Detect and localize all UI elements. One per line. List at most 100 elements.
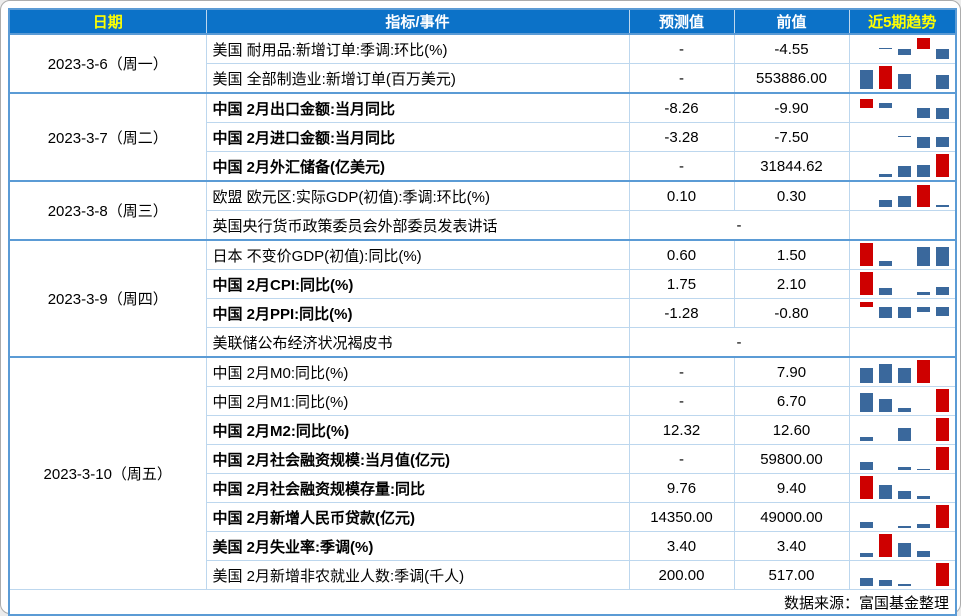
trend-bar: [878, 199, 892, 208]
trend-bar: [859, 301, 873, 308]
table-row: 美国 全部制造业:新增订单(百万美元) -553886.00: [9, 63, 957, 94]
table-row: 中国 2月进口金额:当月同比 -3.28 -7.50: [9, 122, 957, 152]
trend-bar: [936, 204, 950, 208]
trend-bar: [878, 580, 892, 587]
trend-cell: [848, 298, 957, 328]
previous-cell: 31844.62: [733, 151, 850, 182]
table-row: 美国 2月失业率:季调(%) 3.40 3.40: [9, 531, 957, 561]
trend-sparkline: [852, 533, 954, 559]
trend-cell: [848, 531, 957, 561]
trend-bar: [859, 553, 873, 558]
merged-value-cell: -: [628, 210, 850, 241]
trend-cell: [848, 33, 957, 64]
date-cell: 2023-3-7（周二）: [8, 92, 207, 182]
trend-bar: [917, 550, 931, 558]
trend-bar: [936, 417, 950, 442]
table-row: 2023-3-6（周一） 美国 耐用品:新增订单:季调:环比(%) - -4.55: [8, 33, 957, 94]
trend-bar: [917, 137, 931, 148]
previous-cell: 517.00: [733, 560, 850, 590]
forecast-cell: 1.75: [628, 269, 735, 299]
forecast-cell: 12.32: [628, 415, 735, 445]
trend-bar: [859, 475, 873, 500]
previous-cell: 49000.00: [733, 502, 850, 532]
trend-bar: [936, 504, 950, 529]
forecast-cell: -3.28: [628, 122, 735, 152]
trend-cell: [848, 473, 957, 503]
trend-sparkline: [852, 153, 954, 179]
table-row: 2023-3-9（周四） 日本 不变价GDP(初值):同比(%) 0.60 1.50: [8, 239, 957, 358]
trend-bar: [898, 166, 911, 178]
trend-sparkline: [852, 475, 954, 501]
indicator-cell: 中国 2月M0:同比(%): [205, 356, 630, 387]
trend-cell: [848, 92, 957, 123]
header-cell-forecast: 预测值: [628, 8, 735, 35]
date-cell: 2023-3-8（周三）: [8, 180, 207, 241]
trend-sparkline: [852, 95, 954, 121]
trend-bar: [859, 436, 873, 442]
trend-sparkline: [852, 36, 954, 62]
date-cell: 2023-3-10（周五）: [8, 356, 207, 590]
trend-sparkline: [852, 300, 954, 326]
table-row: 中国 2月社会融资规模:当月值(亿元) -59800.00: [9, 444, 957, 474]
trend-cell: [848, 415, 957, 445]
indicator-cell: 中国 2月外汇储备(亿美元): [205, 151, 630, 182]
trend-bar: [898, 135, 911, 137]
trend-bar: [859, 98, 873, 108]
footer-row: 数据来源：富国基金整理: [8, 589, 957, 616]
trend-bar: [917, 292, 931, 296]
trend-cell: [848, 151, 957, 182]
trend-cell: [848, 560, 957, 590]
trend-bar: [917, 359, 931, 384]
trend-bar: [936, 137, 950, 148]
header-cell-trend: 近5期趋势: [848, 8, 957, 35]
trend-bar: [917, 496, 931, 500]
trend-bar: [898, 491, 911, 500]
trend-bar: [878, 533, 892, 558]
trend-sparkline: [852, 271, 954, 297]
trend-cell: [848, 210, 957, 241]
trend-bar: [898, 196, 911, 208]
indicator-cell: 美国 2月失业率:季调(%): [205, 531, 630, 561]
trend-bar: [898, 367, 911, 384]
trend-cell: [848, 327, 957, 358]
trend-bar: [936, 307, 950, 316]
trend-bar: [859, 271, 873, 296]
trend-bar: [878, 174, 892, 178]
indicator-cell: 中国 2月社会融资规模:当月值(亿元): [205, 444, 630, 474]
forecast-cell: 0.60: [628, 239, 735, 270]
forecast-cell: -: [628, 356, 735, 387]
previous-cell: 59800.00: [733, 444, 850, 474]
previous-cell: 3.40: [733, 531, 850, 561]
table-row: 2023-3-7（周二） 中国 2月出口金额:当月同比 -8.26 -9.90: [8, 92, 957, 182]
trend-bar: [936, 153, 950, 178]
forecast-cell: 9.76: [628, 473, 735, 503]
trend-bar: [859, 367, 873, 384]
trend-bar: [917, 185, 931, 208]
table-row: 美国 2月新增非农就业人数:季调(千人) 200.00 517.00: [9, 560, 957, 590]
trend-bar: [917, 246, 931, 267]
trend-cell: [848, 63, 957, 94]
header-cell-date: 日期: [8, 8, 207, 35]
trend-sparkline: [852, 388, 954, 414]
previous-cell: -0.80: [733, 298, 850, 328]
trend-bar: [898, 542, 911, 558]
trend-bar: [898, 428, 911, 442]
trend-sparkline: [852, 183, 954, 209]
table-row: 中国 2月新增人民币贷款(亿元) 14350.00 49000.00: [9, 502, 957, 532]
indicator-cell: 美国 2月新增非农就业人数:季调(千人): [205, 560, 630, 590]
trend-sparkline: [852, 562, 954, 588]
trend-cell: [848, 502, 957, 532]
indicator-cell: 美国 全部制造业:新增订单(百万美元): [205, 63, 630, 94]
trend-sparkline: [852, 242, 954, 268]
trend-bar: [878, 307, 892, 319]
trend-bar: [878, 287, 892, 296]
table-row: 中国 2月PPI:同比(%) -1.28 -0.80: [9, 298, 957, 328]
previous-cell: 6.70: [733, 386, 850, 416]
previous-cell: -4.55: [733, 33, 850, 64]
trend-bar: [936, 388, 950, 413]
trend-sparkline: [852, 65, 954, 91]
trend-bar: [878, 47, 892, 49]
trend-bar: [859, 393, 873, 413]
indicator-cell: 中国 2月M1:同比(%): [205, 386, 630, 416]
trend-bar: [878, 484, 892, 500]
